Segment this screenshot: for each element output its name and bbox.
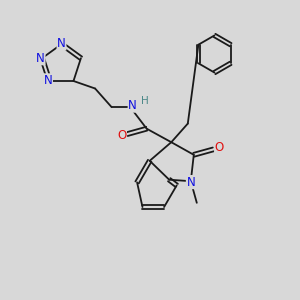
Text: N: N <box>128 99 137 112</box>
Text: N: N <box>36 52 45 65</box>
Text: N: N <box>186 176 195 189</box>
Text: N: N <box>44 74 52 87</box>
Text: N: N <box>57 37 66 50</box>
Text: O: O <box>117 129 126 142</box>
Text: O: O <box>215 141 224 154</box>
Text: H: H <box>141 95 148 106</box>
